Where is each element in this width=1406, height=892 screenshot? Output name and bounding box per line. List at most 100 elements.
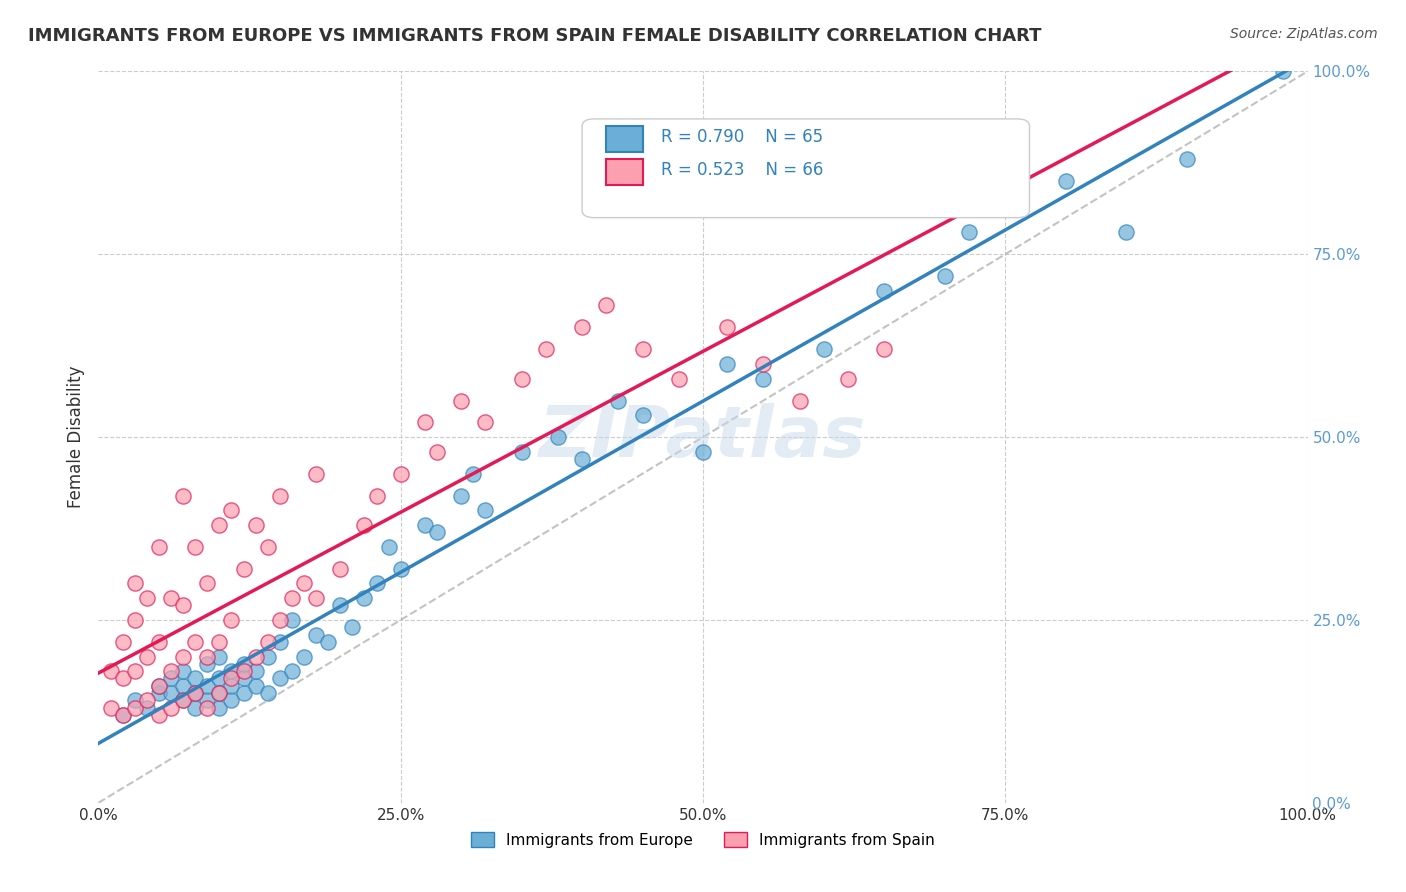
Immigrants from Spain [366,489,388,503]
Immigrants from Spain [353,517,375,532]
Immigrants from Europe [172,664,194,678]
Immigrants from Spain [124,664,146,678]
Immigrants from Spain [111,708,134,723]
Immigrants from Europe [607,393,630,408]
Immigrants from Spain [571,320,593,334]
Immigrants from Spain [668,371,690,385]
Immigrants from Spain [195,649,218,664]
Immigrants from Spain [510,371,533,385]
Immigrants from Europe [232,672,254,686]
Immigrants from Spain [100,700,122,714]
Immigrants from Europe [232,686,254,700]
Immigrants from Spain [232,664,254,678]
Immigrants from Spain [256,635,278,649]
Immigrants from Europe [474,503,496,517]
Immigrants from Spain [221,503,243,517]
Immigrants from Europe [305,627,328,641]
Immigrants from Spain [329,562,352,576]
Immigrants from Spain [172,693,194,707]
Immigrants from Spain [184,540,207,554]
Immigrants from Spain [208,686,231,700]
Immigrants from Europe [292,649,315,664]
Immigrants from Europe [245,679,267,693]
Immigrants from Europe [208,686,231,700]
Immigrants from Spain [426,444,449,458]
Immigrants from Spain [269,489,291,503]
Immigrants from Europe [221,679,243,693]
Text: R = 0.523    N = 66: R = 0.523 N = 66 [661,161,823,179]
Immigrants from Europe [195,657,218,671]
Immigrants from Europe [316,635,339,649]
Immigrants from Europe [752,371,775,385]
Immigrants from Europe [463,467,485,481]
Immigrants from Europe [195,693,218,707]
Immigrants from Spain [160,664,183,678]
Immigrants from Europe [1115,225,1137,239]
Immigrants from Spain [474,416,496,430]
Immigrants from Spain [195,700,218,714]
Immigrants from Europe [221,664,243,678]
Text: Source: ZipAtlas.com: Source: ZipAtlas.com [1230,27,1378,41]
Immigrants from Spain [305,591,328,605]
Immigrants from Spain [124,700,146,714]
Immigrants from Europe [269,635,291,649]
Immigrants from Spain [208,635,231,649]
Legend: Immigrants from Europe, Immigrants from Spain: Immigrants from Europe, Immigrants from … [465,825,941,854]
Immigrants from Spain [281,591,304,605]
FancyBboxPatch shape [606,126,643,152]
Immigrants from Europe [195,679,218,693]
Immigrants from Spain [232,562,254,576]
Immigrants from Europe [377,540,399,554]
FancyBboxPatch shape [606,159,643,185]
Immigrants from Europe [221,693,243,707]
Immigrants from Europe [269,672,291,686]
Immigrants from Europe [124,693,146,707]
Immigrants from Europe [245,664,267,678]
Immigrants from Spain [135,649,157,664]
Immigrants from Europe [450,489,472,503]
Immigrants from Europe [342,620,364,634]
Immigrants from Europe [135,700,157,714]
Immigrants from Europe [184,672,207,686]
Immigrants from Spain [184,635,207,649]
Immigrants from Spain [172,649,194,664]
Immigrants from Europe [281,613,304,627]
Immigrants from Europe [994,196,1017,211]
Immigrants from Spain [148,635,170,649]
Immigrants from Spain [195,576,218,591]
Immigrants from Spain [148,540,170,554]
Immigrants from Spain [100,664,122,678]
Immigrants from Spain [124,613,146,627]
Immigrants from Europe [208,672,231,686]
Immigrants from Spain [160,700,183,714]
Immigrants from Europe [426,525,449,540]
Immigrants from Europe [281,664,304,678]
Immigrants from Europe [1054,174,1077,188]
Immigrants from Spain [160,591,183,605]
Immigrants from Europe [571,452,593,467]
Immigrants from Europe [329,599,352,613]
Immigrants from Europe [366,576,388,591]
Immigrants from Europe [692,444,714,458]
Immigrants from Spain [789,393,811,408]
Immigrants from Spain [111,635,134,649]
Immigrants from Europe [389,562,412,576]
Text: R = 0.790    N = 65: R = 0.790 N = 65 [661,128,823,146]
Y-axis label: Female Disability: Female Disability [66,366,84,508]
Immigrants from Spain [184,686,207,700]
Immigrants from Spain [631,343,654,357]
Immigrants from Europe [1272,64,1295,78]
Immigrants from Spain [172,599,194,613]
Immigrants from Europe [111,708,134,723]
Immigrants from Europe [160,672,183,686]
Immigrants from Spain [245,517,267,532]
Immigrants from Spain [256,540,278,554]
Immigrants from Europe [256,649,278,664]
Immigrants from Spain [269,613,291,627]
Immigrants from Europe [148,686,170,700]
Text: IMMIGRANTS FROM EUROPE VS IMMIGRANTS FROM SPAIN FEMALE DISABILITY CORRELATION CH: IMMIGRANTS FROM EUROPE VS IMMIGRANTS FRO… [28,27,1042,45]
Immigrants from Spain [595,298,617,312]
Immigrants from Europe [184,686,207,700]
Immigrants from Spain [752,357,775,371]
Immigrants from Europe [413,517,436,532]
